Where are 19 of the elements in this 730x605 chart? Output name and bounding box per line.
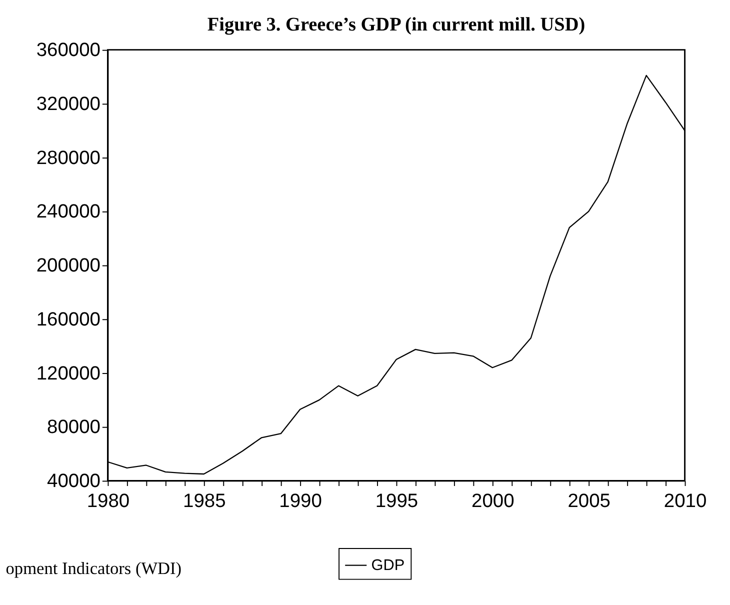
y-tick-label: 280000 (36, 148, 101, 169)
y-tick-label: 320000 (36, 94, 101, 115)
x-tick-label: 1990 (279, 491, 322, 512)
y-tick-label: 360000 (36, 40, 101, 62)
x-tick-label: 1980 (86, 491, 130, 512)
x-tick-label: 1985 (183, 491, 226, 512)
legend-label: GDP (371, 557, 405, 574)
y-tick-label: 80000 (47, 417, 101, 438)
y-tick-label: 240000 (36, 202, 101, 223)
x-tick-label: 2000 (472, 491, 514, 512)
y-tick-label: 40000 (47, 470, 101, 492)
x-tick-label: 1995 (375, 491, 418, 512)
x-tick-label: 2005 (568, 491, 610, 512)
chart-title: Figure 3. Greece’s GDP (in current mill. USD) (207, 14, 586, 36)
y-tick-label: 160000 (36, 309, 101, 330)
x-tick-label: 2010 (664, 491, 707, 512)
y-tick-label: 200000 (36, 256, 101, 277)
y-tick-label: 120000 (36, 363, 101, 384)
text: opment Indicators (WDI) (6, 559, 182, 578)
